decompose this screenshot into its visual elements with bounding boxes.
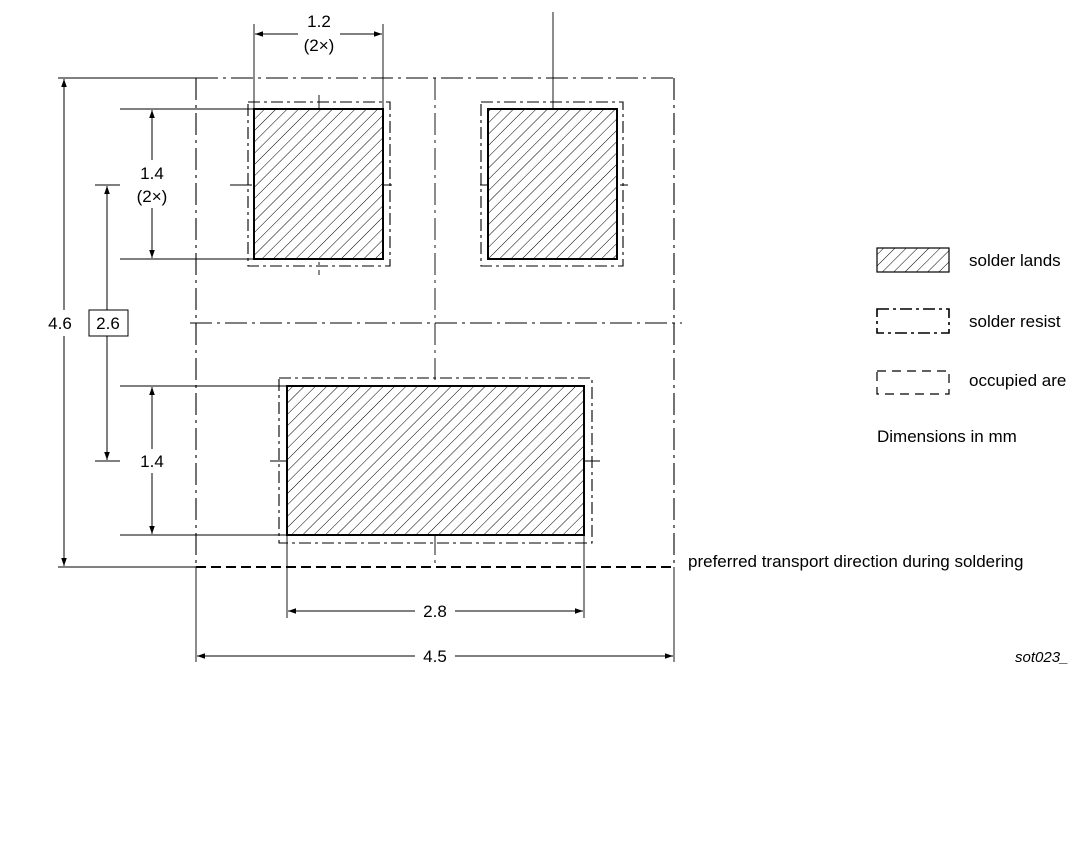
units-note: Dimensions in mm: [877, 427, 1017, 446]
pad-height-label: 1.4: [140, 164, 164, 183]
land-pad-1: [253, 108, 384, 260]
solder-resist-outlines: [247, 101, 624, 544]
resist-pad-1: [247, 101, 391, 267]
tab-height-label: 1.4: [140, 452, 164, 471]
resist-pad-3: [278, 377, 593, 544]
legend-occupied-area-swatch: [876, 370, 950, 395]
overall-width-label: 4.5: [423, 647, 447, 666]
legend-solder-lands-swatch: [876, 247, 950, 273]
pad-height-count-label: (2×): [137, 187, 168, 206]
extension-lines: [58, 24, 675, 662]
transport-direction-note: preferred transport direction during sol…: [688, 552, 1023, 571]
legend-occupied-area-label: occupied are: [969, 371, 1066, 390]
overall-height-label: 4.6: [48, 314, 72, 333]
pad-width-label: 1.2: [307, 12, 331, 31]
land-pad-3: [286, 385, 585, 536]
drawing-reference: sot023_: [1015, 649, 1068, 666]
pad-width-count-label: (2×): [304, 36, 335, 55]
pitch-label: 2.6: [96, 314, 120, 333]
pitch-box: [88, 309, 129, 337]
tab-width-label: 2.8: [423, 602, 447, 621]
legend-solder-resist-swatch: [876, 308, 950, 334]
resist-pad-2: [480, 101, 624, 267]
land-pad-2: [487, 108, 618, 260]
legend: solder lands solder resist occupied are …: [876, 247, 1066, 446]
legend-solder-resist-label: solder resist: [969, 312, 1061, 331]
legend-solder-lands-label: solder lands: [969, 251, 1061, 270]
solder-lands: [253, 108, 618, 536]
